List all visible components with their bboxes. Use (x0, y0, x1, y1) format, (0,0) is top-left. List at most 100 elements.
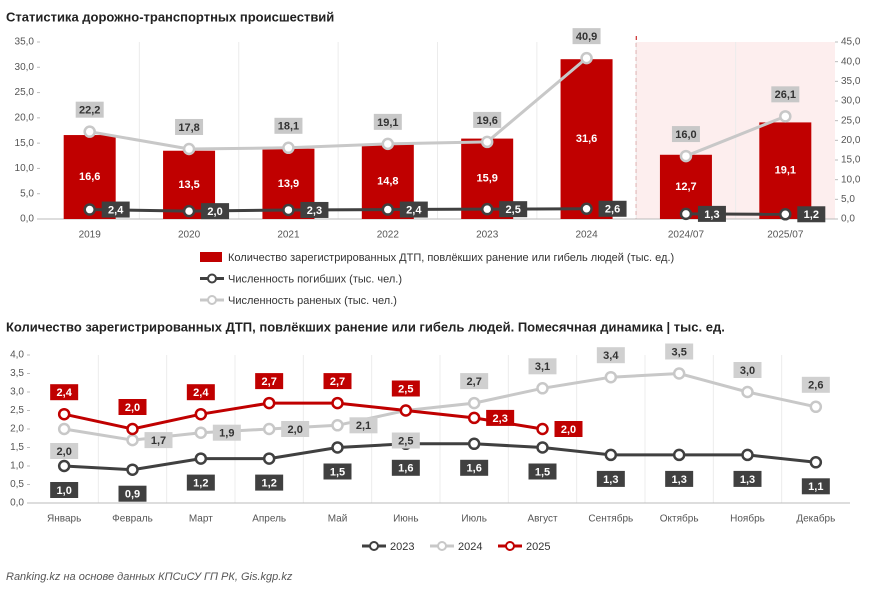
line (89, 56, 588, 151)
value-label: 3,0 (740, 365, 755, 377)
x-tick-label: Август (527, 514, 558, 525)
x-tick-label: 2022 (377, 230, 400, 241)
bar (759, 122, 812, 219)
line (64, 442, 816, 472)
label-box (486, 409, 515, 426)
label-box (665, 470, 694, 487)
marker (741, 448, 754, 462)
marker (580, 202, 593, 216)
marker (536, 441, 549, 454)
chart-title: Количество зарегистрированных ДТП, повлё… (6, 319, 725, 334)
marker (779, 208, 792, 221)
x-tick-label: Февраль (112, 514, 153, 525)
value-label: 2,4 (406, 204, 422, 216)
value-label: 2,5 (398, 383, 413, 395)
y-tick-label: 3,0 (10, 387, 24, 398)
value-label: 2,0 (207, 206, 222, 218)
bar-value-label: 15,9 (476, 173, 497, 185)
value-label: 2,7 (262, 376, 277, 388)
value-label: 1,9 (219, 428, 234, 440)
bar-value-label: 16,6 (79, 171, 100, 183)
label-box (598, 200, 627, 217)
bar-value-label: 13,5 (178, 179, 199, 191)
marker (480, 202, 494, 216)
y-tick-label: 1,5 (10, 442, 24, 453)
y-tick-label: 30,0 (15, 62, 35, 73)
x-tick-label: 2021 (277, 230, 300, 241)
label-box (186, 474, 215, 491)
marker (741, 385, 754, 399)
legend-label: 2023 (390, 541, 414, 553)
y-tick-label: 3,5 (10, 368, 24, 379)
x-tick-label: 2019 (79, 230, 102, 241)
marker (194, 426, 208, 439)
label-box (255, 373, 284, 390)
line (63, 371, 817, 442)
value-label: 22,2 (79, 105, 100, 117)
legend-marker (207, 295, 217, 305)
label-box (460, 373, 489, 390)
y2-tick-label: 15,0 (841, 155, 861, 166)
label-box (212, 424, 241, 441)
marker (331, 396, 344, 410)
value-label: 19,6 (476, 115, 497, 127)
legend-marker (207, 273, 217, 284)
label-box (733, 470, 762, 487)
marker (83, 125, 96, 138)
value-label: 2,0 (561, 424, 576, 436)
bar-value-label: 13,9 (278, 178, 299, 190)
label-box (671, 126, 700, 143)
marker (57, 459, 71, 473)
value-label: 1,2 (804, 209, 819, 221)
marker (381, 203, 395, 216)
y-tick-label: 0,5 (10, 479, 24, 490)
marker (679, 207, 693, 221)
value-label: 1,5 (330, 466, 345, 478)
value-label: 2,3 (493, 413, 508, 425)
y2-tick-label: 10,0 (841, 174, 861, 185)
label-box (596, 347, 625, 364)
marker (282, 203, 295, 217)
marker (262, 422, 276, 436)
value-label: 1,0 (57, 485, 72, 497)
marker (467, 411, 481, 425)
label-box (201, 203, 230, 220)
y2-tick-label: 45,0 (841, 37, 861, 48)
y-tick-label: 2,5 (10, 405, 24, 416)
value-label: 1,1 (808, 481, 823, 493)
label-box (300, 201, 329, 218)
x-tick-label: Октябрь (660, 513, 699, 525)
label-box (281, 421, 310, 437)
value-label: 16,0 (675, 129, 696, 141)
y-tick-label: 20,0 (15, 112, 35, 123)
legend-marker (437, 541, 447, 551)
label-box (733, 362, 762, 378)
marker (57, 422, 71, 436)
label-box (460, 459, 489, 476)
bar-value-label: 14,8 (377, 175, 398, 187)
value-label: 2,5 (506, 204, 521, 216)
value-label: 19,1 (377, 117, 398, 129)
label-box (499, 201, 528, 218)
label-box (399, 201, 428, 218)
label-box (801, 478, 830, 495)
value-label: 2,4 (57, 387, 73, 399)
value-label: 3,5 (672, 346, 687, 358)
label-box (528, 463, 557, 480)
legend-marker (369, 541, 379, 551)
label-box (665, 343, 694, 360)
value-label: 2,5 (398, 435, 413, 447)
marker (57, 407, 71, 421)
x-tick-label: Июль (461, 514, 487, 525)
label-box (323, 373, 352, 390)
label-box (118, 399, 147, 415)
legend-label: Численность раненых (тыс. чел.) (228, 295, 397, 307)
x-tick-label: 2025/07 (767, 230, 804, 241)
value-label: 2,1 (356, 420, 371, 432)
y-tick-label: 0,0 (20, 214, 34, 225)
marker (194, 407, 208, 421)
x-tick-label: Сентябрь (588, 513, 633, 525)
marker (467, 396, 481, 410)
label-box (144, 432, 173, 449)
